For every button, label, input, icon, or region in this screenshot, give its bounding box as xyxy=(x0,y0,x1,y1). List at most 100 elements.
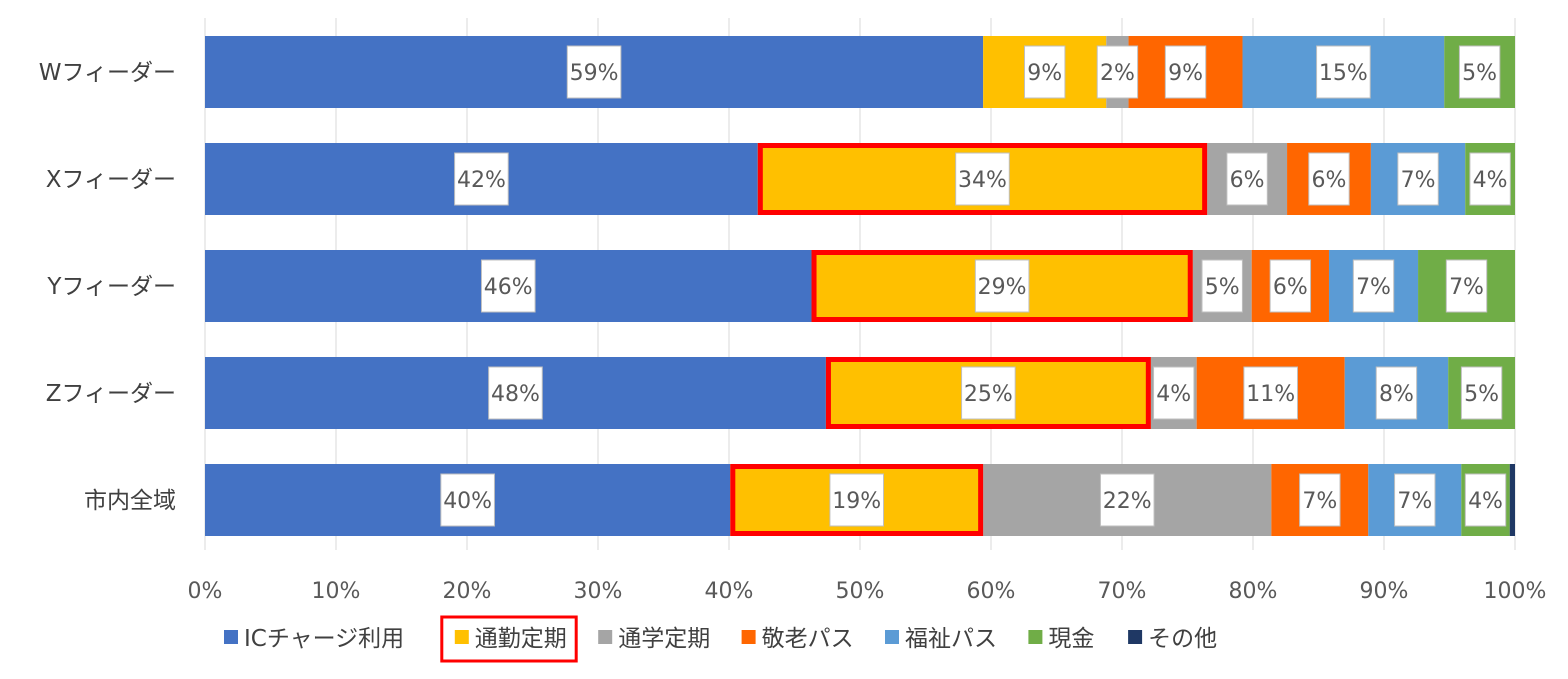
data-label: 42% xyxy=(457,168,506,193)
legend-item: ICチャージ利用 xyxy=(224,626,404,652)
data-label: 8% xyxy=(1379,382,1414,407)
legend-swatch xyxy=(1128,630,1143,644)
data-label-box xyxy=(961,366,1016,420)
data-label: 5% xyxy=(1462,61,1497,86)
legend-label: 通学定期 xyxy=(618,626,710,652)
data-label-box xyxy=(1099,473,1155,527)
data-label-box xyxy=(1308,152,1350,206)
legend-swatch xyxy=(598,630,613,644)
data-label: 5% xyxy=(1464,382,1499,407)
highlight-box xyxy=(757,143,1208,215)
highlight-box xyxy=(825,357,1151,429)
data-label-box xyxy=(1375,366,1418,420)
data-label: 46% xyxy=(484,275,533,300)
legend-item: 通学定期 xyxy=(598,626,710,652)
legend-item: 通勤定期 xyxy=(440,615,578,663)
data-label-box xyxy=(454,152,509,206)
category-label: Xフィーダー xyxy=(46,167,176,193)
data-label: 5% xyxy=(1205,275,1240,300)
data-label-box xyxy=(1269,259,1312,313)
data-label: 4% xyxy=(1156,382,1191,407)
highlight-box xyxy=(811,250,1193,322)
data-label: 9% xyxy=(1168,61,1203,86)
data-label-box xyxy=(1243,366,1298,420)
data-label-box xyxy=(1153,366,1195,420)
legend-label: 福祉パス xyxy=(905,626,997,652)
data-label: 15% xyxy=(1319,61,1368,86)
data-label: 6% xyxy=(1273,275,1308,300)
data-label: 7% xyxy=(1302,489,1337,514)
highlight-box xyxy=(730,464,984,536)
data-label-box xyxy=(488,366,543,420)
data-label: 6% xyxy=(1230,168,1265,193)
data-label: 7% xyxy=(1449,275,1484,300)
category-label: Wフィーダー xyxy=(39,60,176,86)
data-label-box xyxy=(1445,259,1488,313)
data-label: 48% xyxy=(491,382,540,407)
data-label-box xyxy=(829,473,885,527)
data-label: 19% xyxy=(832,489,881,514)
data-label-box xyxy=(1299,473,1341,527)
data-label-box xyxy=(1226,152,1268,206)
data-label-box xyxy=(974,259,1030,313)
x-tick-label: 60% xyxy=(967,579,1016,604)
data-label-box xyxy=(480,259,536,313)
data-label-box xyxy=(566,45,622,99)
data-label: 7% xyxy=(1397,489,1432,514)
legend-label: ICチャージ利用 xyxy=(244,626,404,652)
data-label: 11% xyxy=(1246,382,1295,407)
legend-swatch xyxy=(741,630,756,644)
data-label-box xyxy=(1460,366,1503,420)
x-tick-label: 50% xyxy=(836,579,885,604)
legend-label: その他 xyxy=(1148,626,1217,652)
data-label-box xyxy=(1352,259,1395,313)
data-label: 22% xyxy=(1103,489,1152,514)
legend: ICチャージ利用 通勤定期 通学定期 敬老パス 福祉パス 現金 その他 xyxy=(224,615,1217,663)
x-tick-label: 90% xyxy=(1360,579,1409,604)
legend-item: 現金 xyxy=(1028,626,1094,652)
data-label: 59% xyxy=(570,61,619,86)
data-label-box xyxy=(1397,152,1439,206)
bar-segment xyxy=(1509,464,1515,536)
category-label: Yフィーダー xyxy=(46,274,176,300)
data-label-box xyxy=(1394,473,1436,527)
x-tick-label: 70% xyxy=(1098,579,1147,604)
data-label-box xyxy=(1464,473,1507,527)
data-label: 6% xyxy=(1312,168,1347,193)
highlight-boxes xyxy=(730,143,1208,536)
x-tick-label: 10% xyxy=(312,579,361,604)
data-label-box xyxy=(1024,45,1066,99)
x-axis: 0% 10% 20% 30% 40% 50% 60% 70% 80% 90% 100% xyxy=(188,579,1547,604)
category-label: Zフィーダー xyxy=(46,381,176,407)
data-label: 4% xyxy=(1473,168,1508,193)
data-label: 29% xyxy=(978,275,1027,300)
x-tick-label: 30% xyxy=(574,579,623,604)
legend-swatch xyxy=(454,630,469,644)
legend-label: 現金 xyxy=(1048,626,1094,652)
data-label: 34% xyxy=(958,168,1007,193)
data-label-box xyxy=(1458,45,1501,99)
data-label: 7% xyxy=(1356,275,1391,300)
legend-label: 通勤定期 xyxy=(475,626,567,652)
x-tick-label: 80% xyxy=(1229,579,1278,604)
data-label: 2% xyxy=(1100,61,1135,86)
data-label-box xyxy=(440,473,495,527)
x-tick-label: 40% xyxy=(705,579,754,604)
legend-item: 敬老パス xyxy=(741,626,854,652)
data-labels: 59% 9% 2% 9% 15% 5% 42% 34% 6% 6% 7% 4% 46% 29% 5% 6% 7%… xyxy=(440,45,1511,527)
data-label: 7% xyxy=(1401,168,1436,193)
legend-swatch xyxy=(1028,630,1043,644)
data-label-box xyxy=(1316,45,1371,99)
data-label-box xyxy=(1096,45,1139,99)
x-tick-label: 20% xyxy=(443,579,492,604)
legend-swatch xyxy=(224,630,238,644)
data-label: 25% xyxy=(964,382,1013,407)
x-tick-label: 100% xyxy=(1484,579,1547,604)
data-label-box xyxy=(1201,259,1243,313)
legend-swatch xyxy=(885,630,899,644)
data-label-box xyxy=(955,152,1010,206)
x-tick-label: 0% xyxy=(188,579,223,604)
